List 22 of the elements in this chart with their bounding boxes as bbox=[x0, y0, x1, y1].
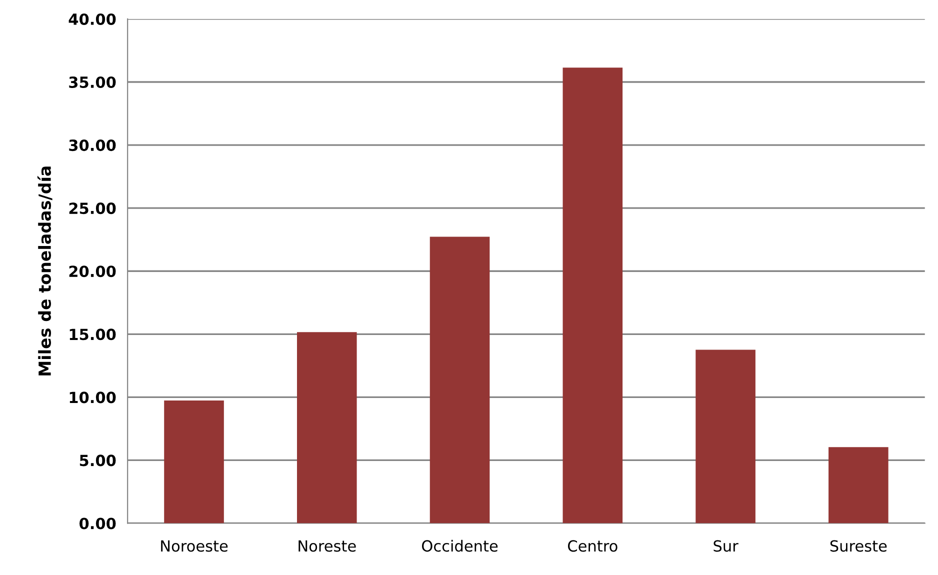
bar bbox=[696, 350, 756, 524]
y-tick-label: 0.00 bbox=[79, 518, 116, 530]
x-tick-label: Noroeste bbox=[161, 540, 228, 552]
y-axis-title: Miles de toneladas/día bbox=[37, 166, 52, 376]
y-tick-label: 10.00 bbox=[70, 392, 116, 404]
y-tick-label: 30.00 bbox=[69, 140, 116, 152]
bar bbox=[296, 332, 357, 524]
bar bbox=[562, 68, 623, 524]
y-tick-label: 35.00 bbox=[69, 76, 116, 88]
y-tick-label: 15.00 bbox=[70, 328, 116, 340]
y-tick-label: 20.00 bbox=[69, 266, 116, 278]
x-tick-label: Noreste bbox=[298, 540, 356, 552]
bar bbox=[430, 236, 490, 524]
y-tick-label: 5.00 bbox=[80, 454, 116, 466]
bar bbox=[164, 400, 224, 524]
x-tick-label: Centro bbox=[568, 540, 618, 552]
bar bbox=[828, 447, 888, 524]
x-tick-label: Occidente bbox=[422, 540, 498, 552]
y-tick-label: 40.00 bbox=[68, 13, 116, 25]
x-tick-label: Sur bbox=[714, 540, 738, 552]
y-tick-label: 25.00 bbox=[69, 202, 116, 214]
x-tick-label: Sureste bbox=[830, 540, 887, 552]
